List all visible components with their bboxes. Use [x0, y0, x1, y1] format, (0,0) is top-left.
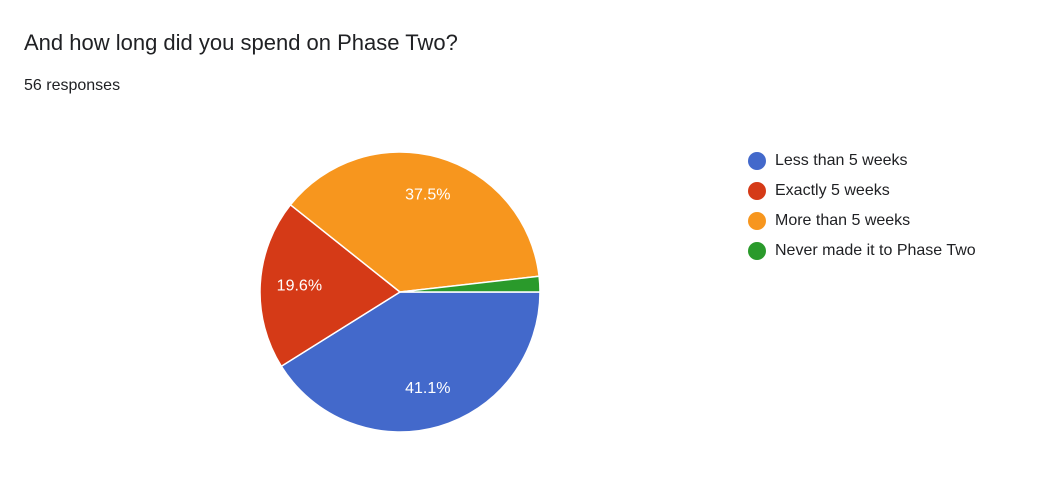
legend-swatch	[748, 212, 766, 230]
chart-title: And how long did you spend on Phase Two?	[24, 30, 458, 55]
pie-slice	[280, 291, 541, 433]
response-count: 56 responses	[24, 77, 120, 94]
legend-label: Never made it to Phase Two	[775, 242, 976, 259]
slice-label: 41.1%	[405, 380, 450, 397]
legend-swatch	[748, 182, 766, 200]
legend-swatch	[748, 152, 766, 170]
pie-slice	[399, 275, 541, 293]
legend-label: Less than 5 weeks	[775, 152, 908, 169]
slice-label: 37.5%	[405, 186, 450, 203]
slice-label: 19.6%	[277, 278, 322, 295]
pie-slice	[289, 151, 540, 293]
legend-label: Exactly 5 weeks	[775, 182, 890, 199]
pie-slice	[259, 203, 402, 368]
legend-swatch	[748, 242, 766, 260]
legend-label: More than 5 weeks	[775, 212, 910, 229]
